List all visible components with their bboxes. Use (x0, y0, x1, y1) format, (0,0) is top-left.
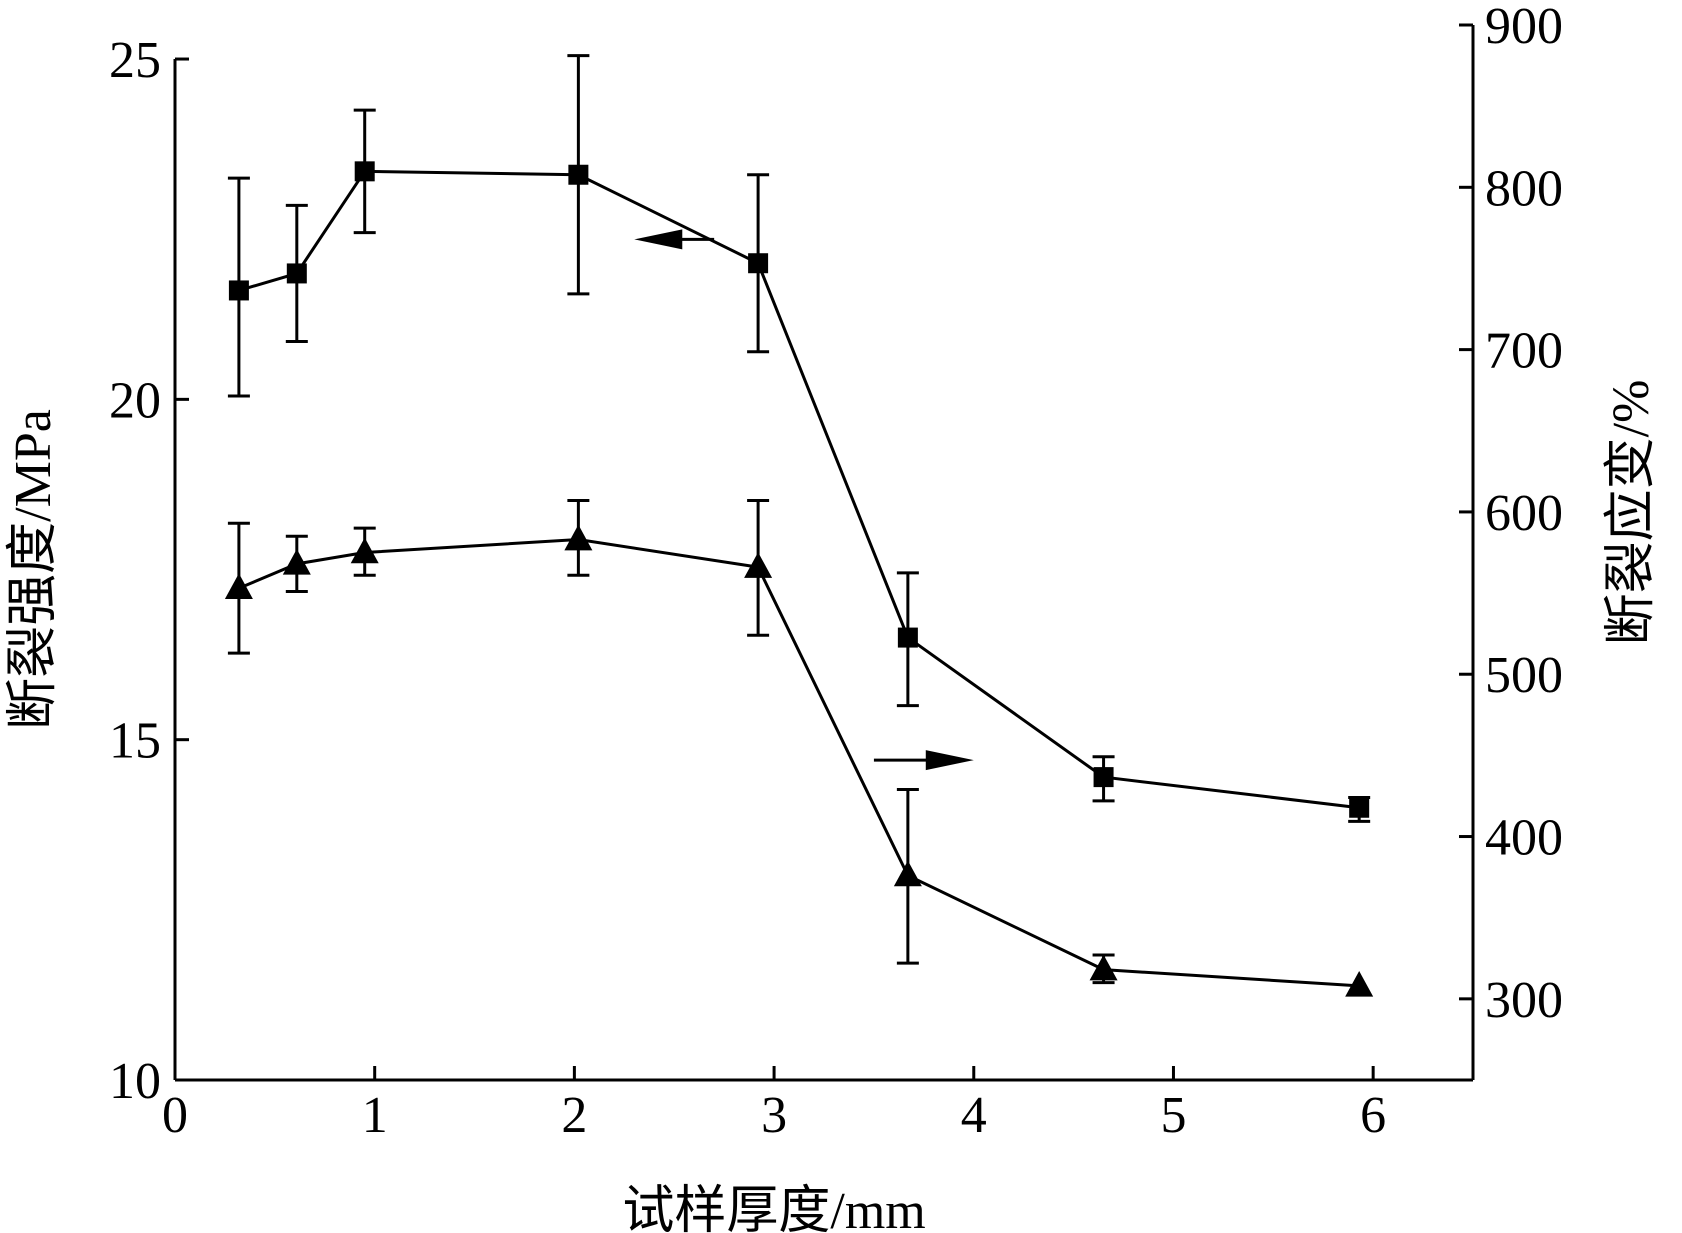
arrow-left (634, 229, 715, 250)
data-point-square (354, 161, 375, 182)
data-point-triangle (282, 548, 311, 575)
data-point-triangle (224, 573, 253, 600)
x-tick-label: 1 (362, 1087, 388, 1144)
arrow-head (925, 750, 974, 771)
data-point-triangle (744, 552, 773, 578)
right-y-tick-label: 800 (1485, 160, 1563, 217)
data-point-square (286, 263, 307, 284)
right-y-tick-label: 700 (1485, 323, 1563, 380)
arrow-right (873, 750, 974, 771)
data-point-triangle (1089, 954, 1118, 981)
data-point-triangle (564, 524, 593, 551)
x-tick-label: 3 (761, 1087, 787, 1144)
data-point-triangle (1345, 970, 1374, 997)
left-y-tick-label: 10 (109, 1053, 161, 1110)
data-point-square (228, 280, 249, 301)
series-layer (224, 54, 1374, 997)
series-line-square (238, 169, 1360, 810)
annotation-layer (634, 229, 974, 771)
series-square (227, 54, 1371, 823)
left-y-tick-label: 25 (109, 32, 161, 89)
data-point-square (568, 164, 589, 185)
series-line-triangle (238, 538, 1360, 988)
right-y-tick-label: 600 (1485, 485, 1563, 542)
right-y-tick-label: 300 (1485, 972, 1563, 1029)
data-point-square (748, 253, 769, 274)
right-y-tick-label: 500 (1485, 647, 1563, 704)
axes: 0 1 2 3 4 5 6 10 15 20 25 300 400 500 600 700 800 900 (109, 0, 1563, 1144)
right-y-axis-title: 断裂应变/% (1603, 380, 1660, 646)
left-y-axis-title: 断裂强度/MPa (5, 409, 62, 730)
x-tick-label: 5 (1160, 1087, 1186, 1144)
data-point-triangle (893, 860, 922, 887)
x-tick-label: 0 (162, 1087, 188, 1144)
left-y-tick-label: 20 (109, 372, 161, 429)
left-y-tick-label: 15 (109, 713, 161, 770)
x-tick-label: 6 (1360, 1087, 1386, 1144)
x-tick-label: 4 (961, 1087, 987, 1144)
data-point-triangle (350, 537, 379, 564)
data-point-square (897, 627, 918, 648)
data-point-square (1093, 767, 1114, 788)
right-y-tick-label: 900 (1485, 0, 1563, 55)
x-axis-title: 试样厚度/mm (622, 1183, 925, 1233)
right-y-tick-label: 400 (1485, 810, 1563, 867)
series-triangle (224, 499, 1374, 997)
arrow-head (634, 229, 683, 250)
x-tick-label: 2 (561, 1087, 587, 1144)
data-point-square (1349, 797, 1370, 818)
